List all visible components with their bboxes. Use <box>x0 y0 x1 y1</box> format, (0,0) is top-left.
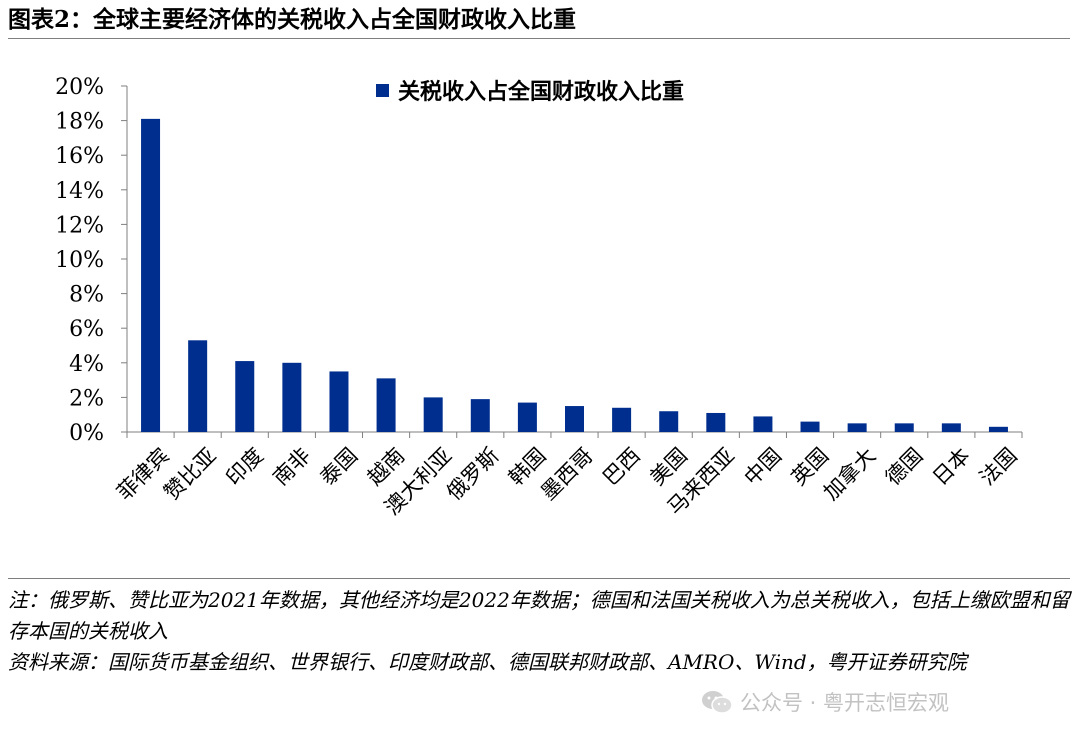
x-tick-label: 印度 <box>221 443 268 490</box>
bar <box>376 378 396 432</box>
watermark-text: 公众号 · 粤开志恒宏观 <box>740 691 950 715</box>
y-tick-label: 6% <box>69 317 104 342</box>
y-tick-label: 18% <box>55 110 104 135</box>
x-tick-label: 俄罗斯 <box>442 443 504 505</box>
figure-title: 图表2：全球主要经济体的关税收入占全国财政收入比重 <box>8 6 577 33</box>
source-text: 资料来源：国际货币基金组织、世界银行、印度财政部、德国联邦财政部、AMRO、Wi… <box>8 650 967 674</box>
figure-notes: 注：俄罗斯、赞比亚为2021年数据，其他经济均是2022年数据；德国和法国关税收… <box>8 578 1070 678</box>
legend: 关税收入占全国财政收入比重 <box>376 79 684 105</box>
figure-header: 图表2：全球主要经济体的关税收入占全国财政收入比重 <box>8 4 1070 39</box>
bar <box>423 397 443 432</box>
x-tick-label: 法国 <box>975 443 1022 490</box>
bar <box>235 361 255 432</box>
bar <box>941 423 961 432</box>
bar <box>612 407 632 432</box>
watermark: 公众号 · 粤开志恒宏观 <box>700 684 949 720</box>
note-text: 注：俄罗斯、赞比亚为2021年数据，其他经济均是2022年数据；德国和法国关税收… <box>8 588 1070 643</box>
x-tick-label: 德国 <box>881 443 928 490</box>
legend-label: 关税收入占全国财政收入比重 <box>398 79 684 105</box>
y-tick-label: 2% <box>69 386 104 411</box>
x-tick-label: 南非 <box>268 443 315 490</box>
y-tick-label: 16% <box>55 144 104 169</box>
bar <box>753 416 773 432</box>
y-tick-label: 4% <box>69 352 104 377</box>
x-tick-label: 赞比亚 <box>159 443 221 505</box>
bar <box>706 412 726 432</box>
bar <box>894 423 914 432</box>
x-tick-label: 中国 <box>740 443 787 490</box>
y-tick-label: 0% <box>69 421 104 446</box>
bar <box>988 426 1008 432</box>
y-tick-label: 12% <box>55 213 104 238</box>
x-tick-label: 泰国 <box>316 443 363 490</box>
x-tick-label: 巴西 <box>598 443 645 490</box>
x-tick-label: 加拿大 <box>819 443 881 505</box>
x-tick-label: 菲律宾 <box>112 443 174 505</box>
axes: 0% 2% 4% 6% 8% 10% 12% 14% 16% 18% 20% <box>55 75 1023 446</box>
bars <box>141 118 1008 433</box>
bar <box>565 406 584 432</box>
bar <box>188 340 208 432</box>
x-tick-label: 墨西哥 <box>536 443 598 505</box>
bar <box>282 362 302 432</box>
y-tick-label: 20% <box>55 75 104 100</box>
x-tick-label: 日本 <box>928 443 975 490</box>
legend-swatch <box>376 84 389 97</box>
bar <box>659 411 679 432</box>
y-tick-label: 10% <box>55 248 104 273</box>
bar <box>329 371 349 432</box>
bar <box>141 118 161 433</box>
wechat-icon <box>702 691 733 714</box>
bar-chart: 0% 2% 4% 6% 8% 10% 12% 14% 16% 18% 20% 菲律宾赞比亚 印度 南非泰… <box>55 75 1023 520</box>
bar <box>800 421 820 432</box>
y-tick-label: 14% <box>55 179 104 204</box>
bar <box>847 423 867 432</box>
y-tick-label: 8% <box>69 283 104 308</box>
bar <box>517 402 537 432</box>
bar <box>470 399 490 432</box>
